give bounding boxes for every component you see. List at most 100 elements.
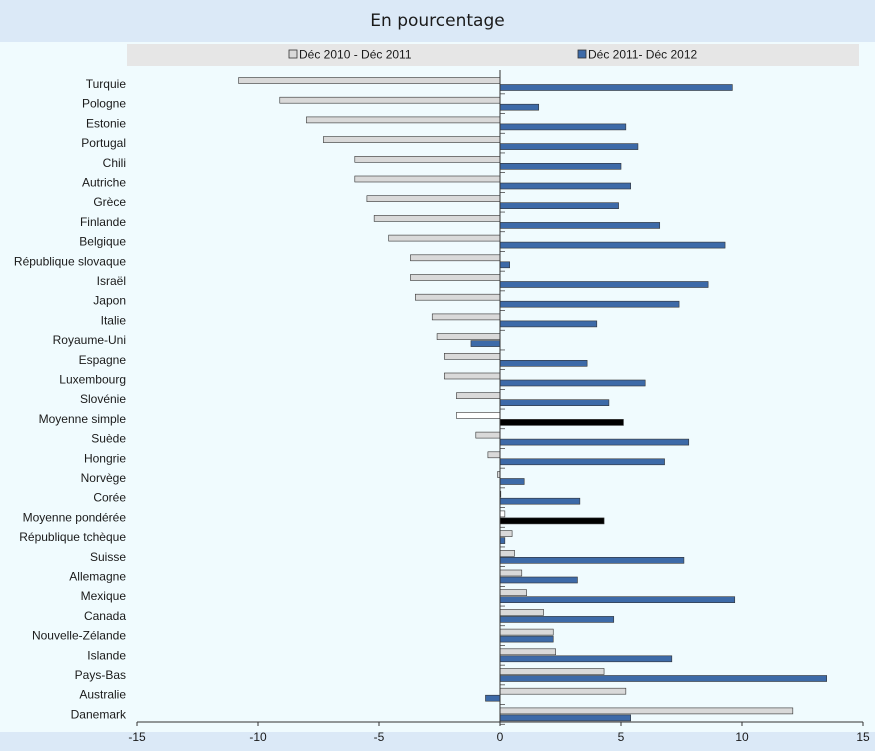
category-label: République tchèque — [19, 530, 126, 544]
category-label: Espagne — [79, 353, 127, 367]
category-label: Danemark — [71, 707, 127, 721]
category-label: Autriche — [82, 176, 126, 190]
category-label: Suède — [91, 432, 126, 446]
bar-series-1 — [499, 510, 506, 518]
x-tick-label: -15 — [128, 730, 146, 744]
bar-series-2 — [499, 596, 736, 604]
bar-series-2 — [499, 84, 733, 91]
x-tick-label: -10 — [249, 730, 267, 744]
bar-series-1 — [414, 293, 501, 301]
category-label: Canada — [84, 609, 126, 623]
bar-series-1 — [306, 116, 501, 124]
legend-box — [127, 44, 859, 66]
bar-series-1 — [444, 352, 501, 360]
legend-swatch-series-2 — [577, 49, 587, 59]
category-label: Islande — [87, 648, 126, 662]
bar-series-2 — [499, 576, 578, 584]
bar-series-1 — [279, 96, 501, 104]
bar-series-2 — [485, 694, 501, 702]
bar-series-1 — [456, 412, 501, 419]
bar-series-2 — [499, 556, 685, 564]
bar-series-1 — [354, 175, 501, 183]
category-label: Hongrie — [84, 451, 126, 465]
bar-series-2 — [499, 537, 506, 544]
category-label: Pays-Bas — [75, 668, 126, 682]
bar-series-2 — [499, 399, 610, 407]
bar-series-2 — [499, 281, 709, 288]
bar-series-2 — [499, 497, 581, 505]
category-label: Moyenne pondérée — [23, 510, 127, 524]
x-tick-label: -5 — [374, 730, 385, 744]
bar-series-1 — [499, 668, 605, 675]
x-axis: -15 -10 -5 0 5 10 15 — [128, 721, 870, 744]
bar-series-1 — [373, 215, 501, 222]
bars-group — [238, 70, 828, 725]
bar-series-2 — [499, 675, 828, 682]
bar-series-1 — [431, 313, 501, 321]
bar-series-2 — [499, 359, 588, 367]
category-label: Japon — [93, 294, 126, 308]
legend-swatch-series-1 — [288, 49, 298, 59]
category-label: Australie — [79, 688, 126, 702]
category-label: Israël — [97, 274, 126, 288]
bar-series-2 — [499, 202, 619, 209]
bar-series-1 — [444, 372, 501, 380]
bar-series-2 — [499, 616, 615, 623]
bar-series-1 — [410, 254, 501, 262]
category-label: Moyenne simple — [39, 412, 127, 426]
bar-series-1 — [238, 77, 501, 84]
bar-series-1 — [499, 687, 627, 695]
bar-series-2 — [499, 103, 540, 111]
category-label: Chili — [103, 156, 126, 170]
chart-title: En pourcentage — [370, 11, 505, 31]
category-label: Suisse — [90, 550, 126, 564]
bar-series-2 — [499, 458, 665, 466]
bar-series-2 — [499, 123, 627, 131]
bar-series-2 — [499, 300, 680, 308]
bar-series-2 — [499, 655, 673, 663]
legend-label-series-1: Déc 2010 - Déc 2011 — [299, 48, 412, 62]
bar-series-2 — [499, 182, 631, 190]
category-label: Turquie — [86, 77, 127, 91]
x-tick-label: 0 — [497, 730, 504, 744]
bar-series-1 — [499, 648, 556, 656]
bar-series-1 — [436, 333, 501, 340]
bar-series-2 — [499, 517, 605, 525]
bar-series-1 — [388, 234, 501, 242]
bar-series-1 — [354, 156, 501, 163]
bar-series-2 — [499, 143, 639, 150]
category-label: Mexique — [81, 589, 127, 603]
category-label: Luxembourg — [59, 373, 126, 387]
category-label: Nouvelle-Zélande — [32, 629, 126, 643]
bar-series-1 — [366, 195, 501, 202]
category-label: Corée — [93, 491, 126, 505]
x-tick-label: 15 — [856, 730, 870, 744]
bar-series-1 — [323, 136, 501, 143]
legend: Déc 2010 - Déc 2011 Déc 2011- Déc 2012 — [288, 48, 698, 62]
bar-series-2 — [499, 714, 631, 722]
category-label: Pologne — [82, 97, 126, 111]
bar-series-2 — [470, 340, 501, 347]
category-label: République slovaque — [14, 254, 126, 268]
bar-series-2 — [499, 241, 726, 249]
bar-series-2 — [499, 635, 554, 643]
category-label: Slovénie — [80, 392, 126, 406]
category-label: Grèce — [93, 195, 126, 209]
plot-area — [0, 42, 875, 732]
bar-series-2 — [499, 438, 690, 446]
bar-series-1 — [499, 549, 515, 557]
bar-series-1 — [456, 392, 501, 400]
category-label: Norvège — [81, 471, 127, 485]
bar-series-1 — [487, 451, 501, 459]
category-label: Estonie — [86, 116, 126, 130]
bar-series-2 — [499, 478, 525, 485]
bar-series-1 — [499, 628, 554, 636]
bar-series-2 — [499, 261, 510, 269]
category-label: Italie — [101, 313, 127, 327]
bar-series-1 — [499, 530, 513, 537]
category-label: Portugal — [81, 136, 126, 150]
bar-series-2 — [499, 379, 646, 387]
bar-series-1 — [499, 569, 523, 577]
